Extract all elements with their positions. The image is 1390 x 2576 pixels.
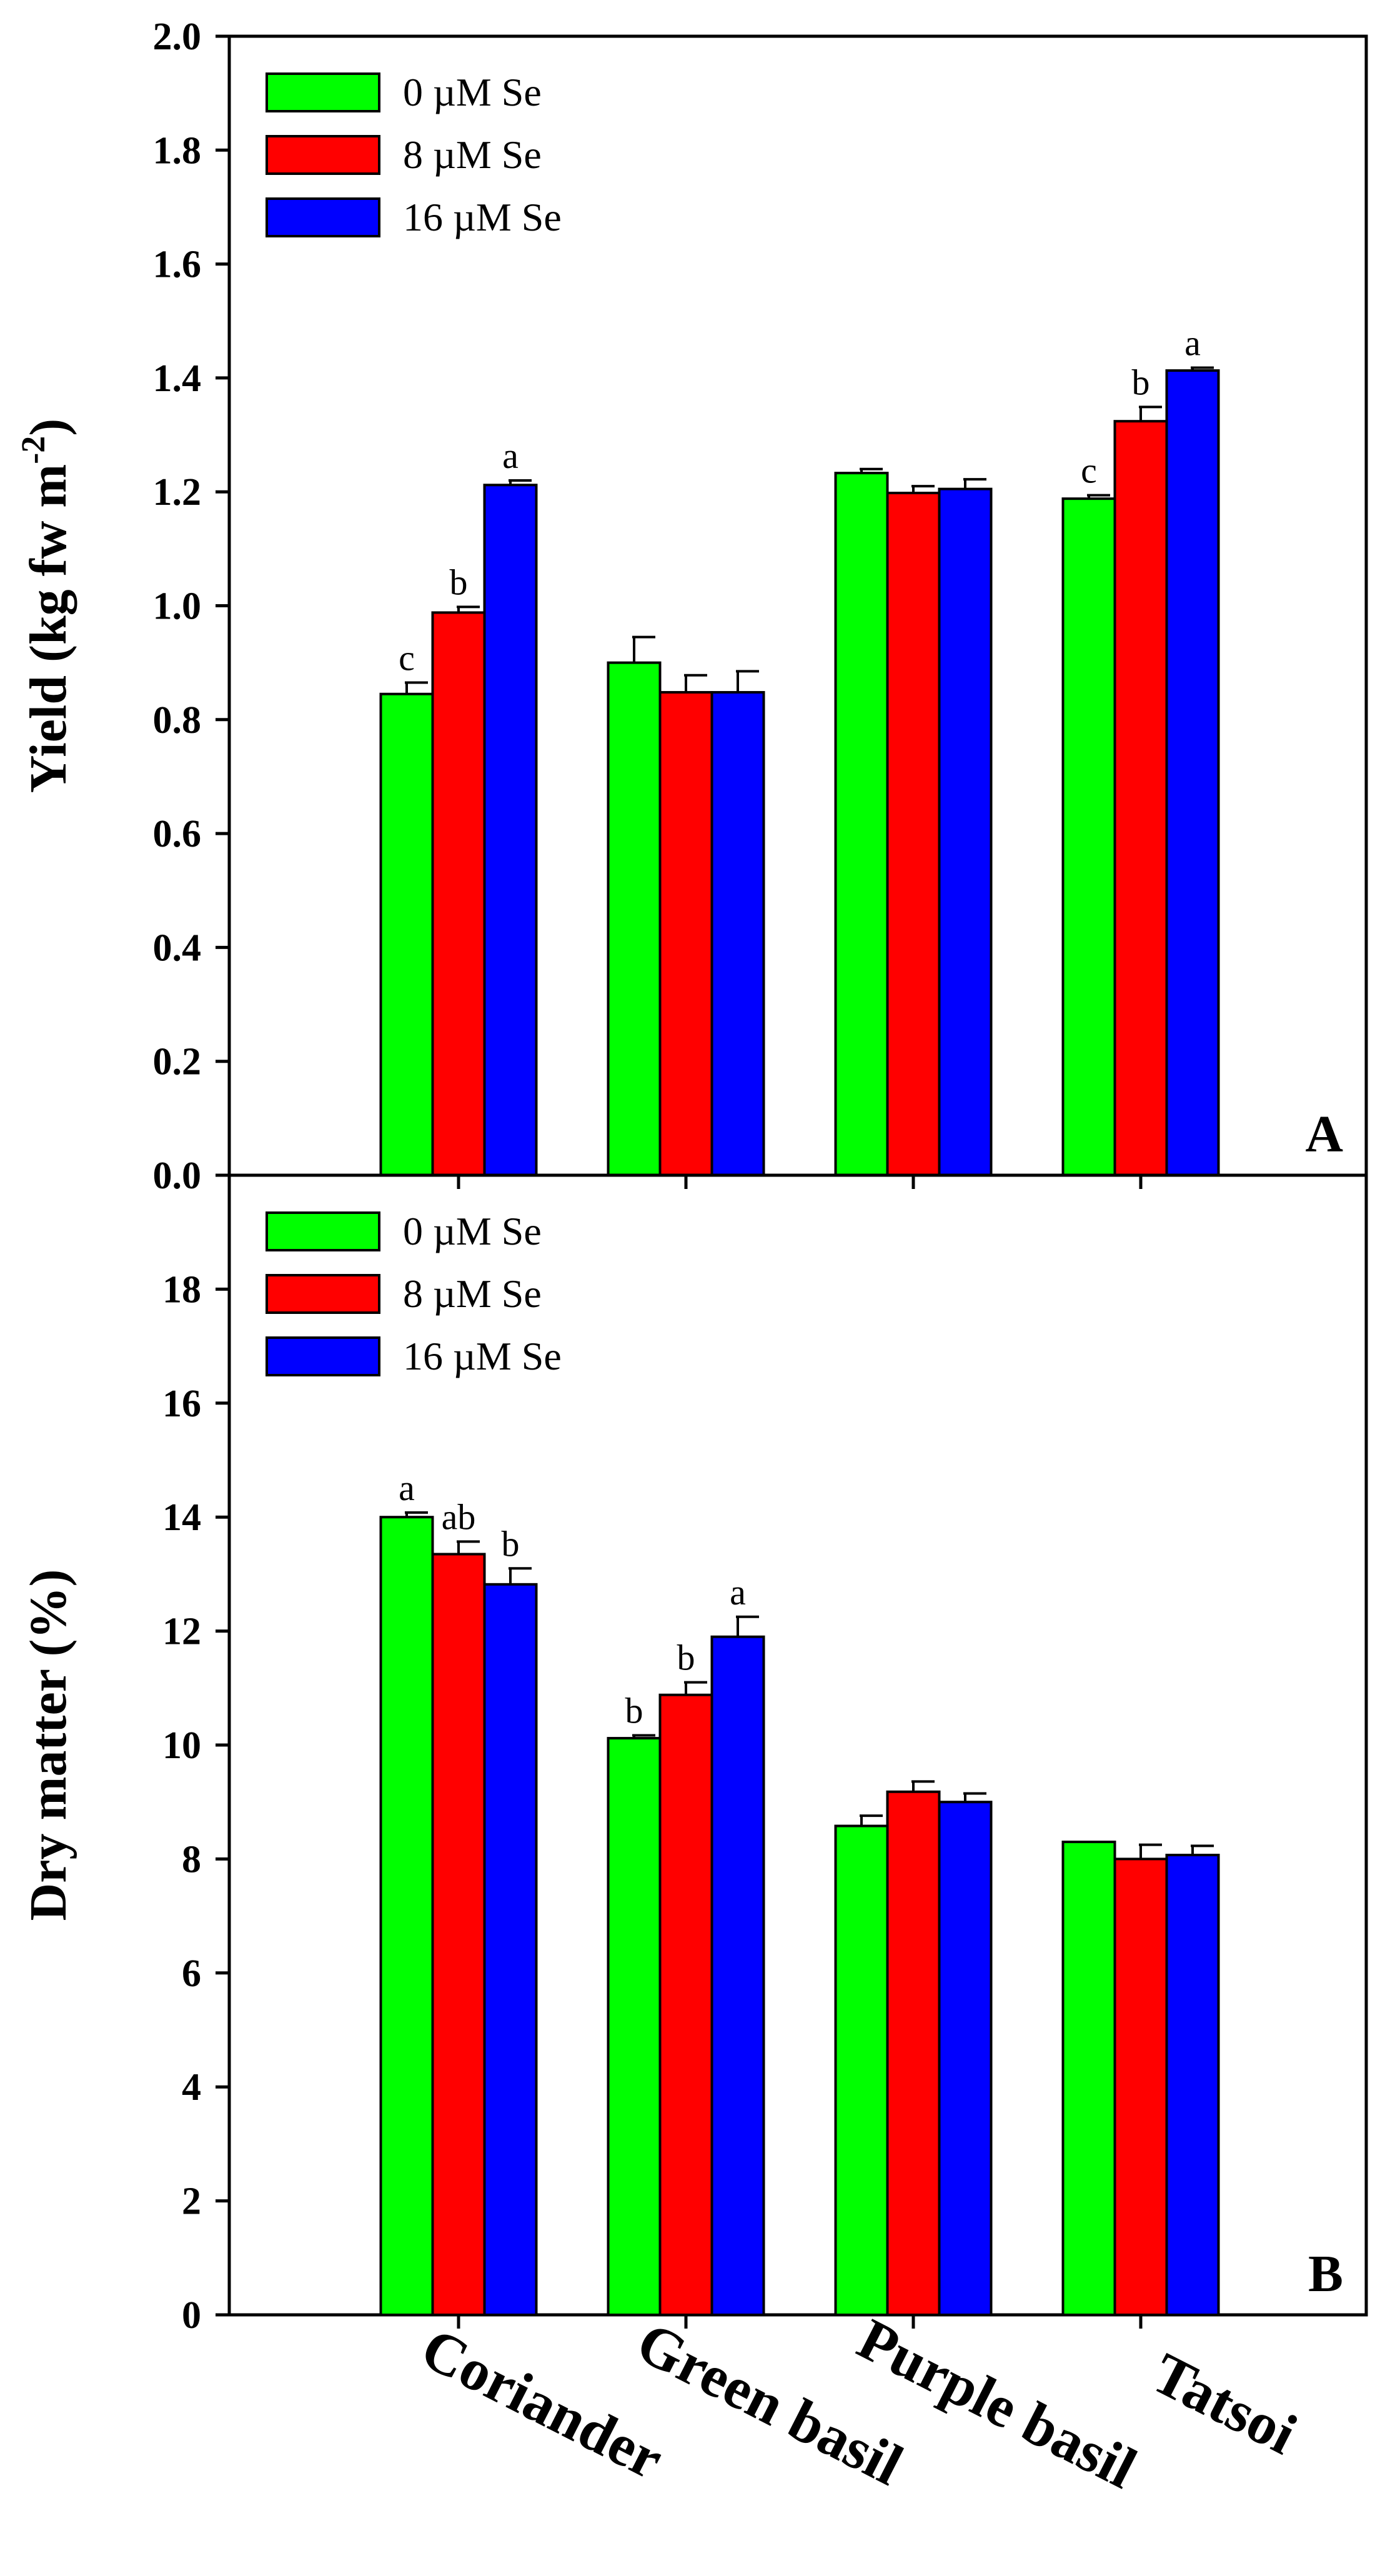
legend-label: 16 µM Se [403,1334,562,1378]
y-tick-label: 6 [182,1952,201,1995]
significance-label: b [502,1523,520,1564]
significance-label: ab [442,1496,476,1537]
y-tick-label: 0.0 [153,1155,202,1197]
bar-8uM-purple-basil [886,492,941,1177]
bar-8uM-purple-basil [886,1790,941,2316]
bar-0uM-green-basil [607,661,662,1176]
significance-label: b [450,562,468,602]
y-tick-label: 0.2 [153,1041,202,1083]
bar-8uM-green-basil [658,691,713,1176]
legend-label: 8 µM Se [403,1271,542,1316]
legend: 0 µM Se 8 µM Se 16 µM Se [266,70,562,239]
y-tick-label: 1.8 [153,129,202,172]
y-tick-label: 1.0 [153,585,202,628]
y-tick-label: 2 [182,2181,201,2223]
y-tick-label: 0 [182,2294,201,2337]
y-tick-label: 4 [182,2066,201,2109]
significance-label: a [399,1468,415,1508]
panel-letter: A [1305,1105,1343,1163]
bar-8uM-tatsoi [1113,1857,1168,2316]
bar-0uM-coriander [379,692,434,1176]
legend-swatch [266,1336,380,1376]
y-axis-title-close: ) [19,419,77,436]
significance-label: b [1132,362,1150,402]
x-category-label: Coriander [411,2315,673,2492]
bar-8uM-coriander [431,1553,486,2316]
bar-0uM-purple-basil [834,472,889,1176]
legend-label: 0 µM Se [403,1209,542,1253]
bar-0uM-coriander [379,1516,434,2316]
bar-0uM-tatsoi [1061,497,1116,1177]
significance-label: c [1081,450,1097,491]
significance-label: a [730,1572,746,1613]
bar-8uM-tatsoi [1113,420,1168,1177]
bar-8uM-green-basil [658,1693,713,2316]
significance-label: b [677,1638,695,1678]
y-tick-label: 1.4 [153,357,202,400]
legend-label: 0 µM Se [403,70,542,114]
bar-16uM-tatsoi [1165,369,1220,1176]
bar-16uM-purple-basil [938,1801,993,2316]
significance-label: b [625,1690,643,1731]
legend-swatch [266,135,380,175]
bar-16uM-coriander [483,484,538,1177]
bar-16uM-green-basil [710,1635,765,2316]
panel-letter: B [1308,2245,1343,2303]
y-tick-label: 1.6 [153,244,202,286]
legend-swatch [266,1211,380,1251]
legend: 0 µM Se 8 µM Se 16 µM Se [266,1209,562,1378]
legend-label: 8 µM Se [403,132,542,177]
y-axis-title-superscript: -2 [14,436,52,464]
y-tick-label: 0.6 [153,813,202,855]
y-tick-label: 0.4 [153,927,202,969]
legend-swatch [266,1274,380,1314]
y-tick-label: 16 [162,1383,201,1425]
y-tick-label: 8 [182,1838,201,1881]
y-axis-title-main: Yield (kg fw m [19,464,77,793]
bar-0uM-green-basil [607,1737,662,2316]
bar-16uM-tatsoi [1165,1854,1220,2317]
bar-16uM-purple-basil [938,487,993,1177]
bar-8uM-coriander [431,611,486,1176]
panel-a: 0.0 0.2 0.4 0.6 0.8 1.0 1.2 1.4 1.6 1.8 2.0 Yield (… [14,16,1368,1197]
bar-0uM-purple-basil [834,1824,889,2316]
x-category-label: Tatsoi [1143,2340,1307,2467]
significance-label: c [399,638,415,679]
bar-0uM-tatsoi [1061,1841,1116,2317]
y-tick-label: 10 [162,1724,201,1767]
y-tick-label: 18 [162,1268,201,1311]
y-tick-label: 12 [162,1611,201,1653]
bar-16uM-coriander [483,1583,538,2316]
significance-label: a [502,435,519,476]
bar-16uM-green-basil [710,691,765,1176]
y-tick-label: 0.8 [153,699,202,742]
legend-label: 16 µM Se [403,195,562,239]
legend-swatch [266,197,380,237]
y-axis-title: Yield (kg fw m-2) [14,419,77,793]
y-tick-label: 2.0 [153,16,202,58]
y-axis-title: Dry matter (%) [19,1569,77,1921]
legend-swatch [266,72,380,112]
y-tick-label: 14 [162,1496,201,1539]
y-tick-label: 1.2 [153,471,202,514]
significance-label: a [1184,322,1201,363]
